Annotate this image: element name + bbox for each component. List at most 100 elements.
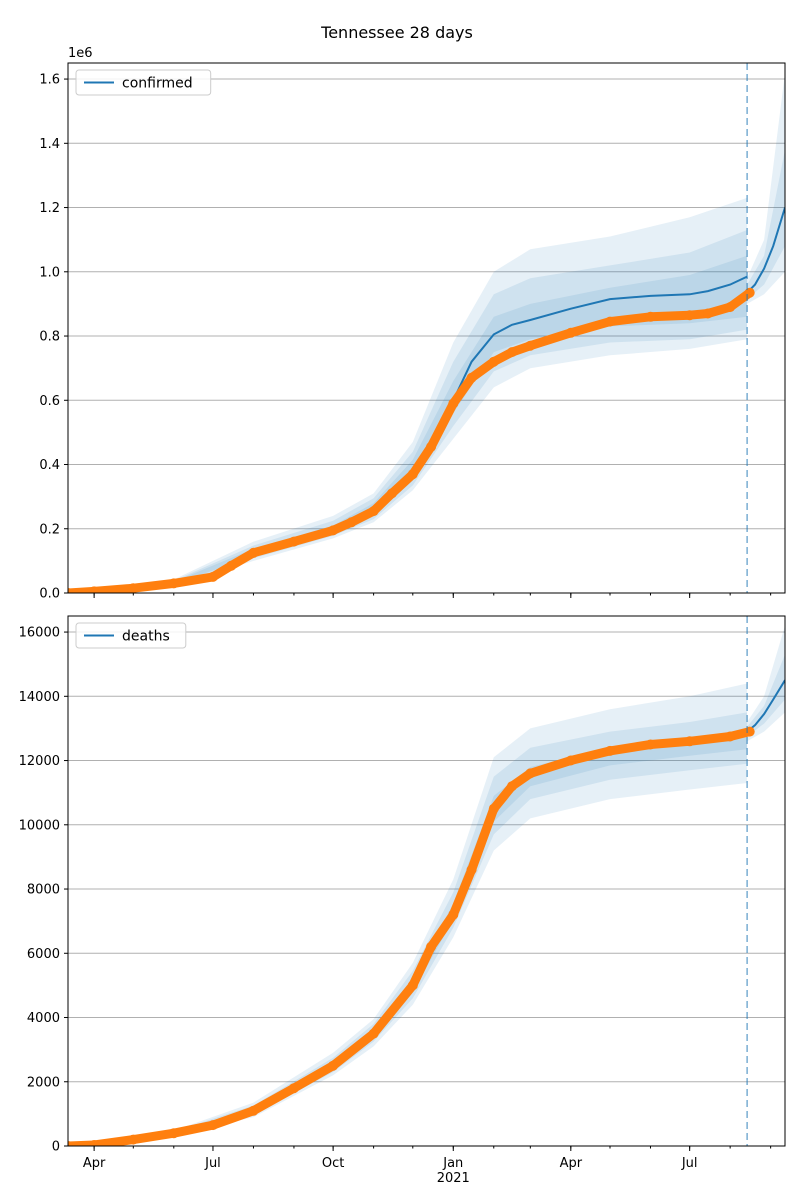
axes-frame (67, 615, 786, 1147)
x-year-label: 2021 (437, 1171, 470, 1186)
observed-point (525, 340, 536, 351)
observed-point (89, 1140, 100, 1146)
observed-point (684, 736, 695, 747)
observed-point (448, 398, 459, 409)
forecast-band (747, 149, 785, 300)
y-tick-label: 10000 (19, 818, 60, 833)
observed-point (128, 583, 139, 593)
observed-point (328, 1060, 339, 1071)
deaths-panel: 0 2000 4000 6000 8000 10000 12000 14000 16000 Apr… (19, 615, 786, 1186)
forecast-band (747, 625, 785, 742)
y-tick-label: 0.6 (39, 394, 60, 409)
figure-title: Tennessee 28 days (320, 23, 473, 42)
observed-point (368, 506, 379, 517)
uncertainty-band (68, 230, 748, 593)
forecast-line (746, 679, 785, 733)
observed-point (725, 731, 736, 742)
observed-point (89, 586, 100, 593)
observed-point (288, 536, 299, 547)
y-tick-label: 0.8 (39, 330, 60, 345)
observed-point (288, 1083, 299, 1094)
y-tick-label: 0.4 (39, 458, 60, 473)
x-tick-label: Apr (560, 1156, 583, 1171)
y-tick-label: 1.0 (39, 265, 60, 280)
observed-point (208, 1120, 218, 1131)
y-tick-label: 1.4 (39, 137, 60, 152)
observed-point (168, 578, 179, 589)
forecast-band (747, 72, 785, 304)
observed-series (68, 727, 755, 1146)
observed-point (328, 525, 339, 536)
observed-point (168, 1128, 179, 1139)
observed-point (248, 1105, 259, 1116)
y-tick-label: 6000 (27, 947, 60, 962)
x-tick-label: Jul (681, 1156, 698, 1171)
y-tick-label: 1.6 (39, 73, 60, 88)
observed-point (488, 356, 499, 367)
x-tick-label: Jan (442, 1156, 463, 1171)
observed-point (407, 980, 418, 991)
observed-point (128, 1134, 139, 1145)
observed-point (226, 560, 237, 571)
observed-point (208, 571, 218, 582)
axes-frame (67, 62, 786, 594)
y-tick-label: 2000 (27, 1075, 60, 1090)
y-tick-label: 0.2 (39, 522, 60, 537)
observed-point (248, 547, 259, 558)
observed-point (744, 726, 755, 737)
observed-point (702, 308, 713, 319)
forecast-line (746, 207, 785, 294)
observed-point (426, 941, 437, 952)
uncertainty-band (68, 683, 748, 1146)
observed-point (368, 1028, 379, 1039)
y-tick-label: 0.0 (39, 587, 60, 602)
observed-point (605, 316, 615, 327)
uncertainty-band (68, 197, 748, 593)
observed-point (507, 347, 517, 358)
y-offset-label: 1e6 (68, 46, 93, 61)
observed-point (525, 768, 536, 779)
observed-point (725, 302, 736, 313)
y-tick-label: 0 (52, 1140, 60, 1155)
plot-area (68, 72, 785, 593)
legend-label: confirmed (122, 76, 193, 92)
y-tick-label: 1.2 (39, 201, 60, 216)
observed-point (507, 781, 517, 792)
observed-point (565, 327, 576, 338)
observed-point (68, 588, 73, 593)
observed-point (386, 488, 397, 499)
legend-label: deaths (122, 629, 170, 645)
x-tick-label: Apr (83, 1156, 106, 1171)
legend: confirmed (75, 69, 212, 96)
observed-point (346, 517, 357, 528)
observed-point (684, 310, 695, 321)
observed-point (426, 441, 437, 452)
legend: deaths (75, 622, 187, 649)
legend-box (75, 69, 212, 96)
y-tick-label: 14000 (19, 690, 60, 705)
uncertainty-band (68, 712, 748, 1146)
x-tick-label: Oct (322, 1156, 344, 1171)
y-tick-label: 12000 (19, 754, 60, 769)
y-tick-label: 16000 (19, 626, 60, 641)
observed-point (645, 311, 656, 322)
observed-point (466, 372, 477, 383)
uncertainty-band (68, 255, 748, 593)
x-tick-label: Jul (204, 1156, 221, 1171)
observed-point (605, 745, 615, 756)
observed-point (744, 287, 755, 298)
observed-point (645, 739, 656, 750)
legend-box (75, 622, 187, 649)
observed-point (466, 864, 477, 875)
observed-point (448, 909, 459, 920)
plot-area (68, 625, 785, 1146)
confirmed-panel: 0.0 0.2 0.4 0.6 0.8 1.0 1.2 1.4 1.6 1e6 confirmed (39, 46, 786, 602)
observed-point (407, 469, 418, 480)
observed-point (68, 1141, 73, 1146)
y-tick-label: 4000 (27, 1011, 60, 1026)
y-tick-label: 8000 (27, 883, 60, 898)
forecast-band (747, 654, 785, 737)
observed-point (488, 803, 499, 814)
observed-point (565, 755, 576, 766)
